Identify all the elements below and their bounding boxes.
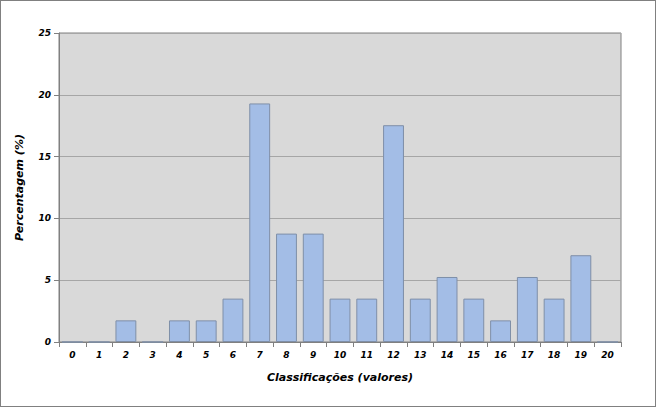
svg-text:16: 16 xyxy=(494,350,507,360)
svg-text:13: 13 xyxy=(414,350,427,360)
svg-text:4: 4 xyxy=(175,350,182,360)
svg-text:Classificações (valores): Classificações (valores) xyxy=(267,371,413,384)
svg-text:12: 12 xyxy=(387,350,400,360)
svg-text:7: 7 xyxy=(257,350,264,360)
svg-text:0: 0 xyxy=(69,350,75,360)
svg-text:Percentagem (%): Percentagem (%) xyxy=(13,134,26,241)
svg-text:0: 0 xyxy=(45,337,51,347)
svg-text:17: 17 xyxy=(521,350,534,360)
svg-text:10: 10 xyxy=(334,350,347,360)
svg-text:18: 18 xyxy=(548,350,561,360)
svg-text:19: 19 xyxy=(575,350,588,360)
svg-text:10: 10 xyxy=(38,213,51,223)
svg-text:15: 15 xyxy=(38,152,51,162)
svg-text:25: 25 xyxy=(38,28,51,38)
svg-text:5: 5 xyxy=(45,275,51,285)
svg-text:3: 3 xyxy=(150,350,156,360)
svg-text:11: 11 xyxy=(360,350,373,360)
svg-text:6: 6 xyxy=(230,350,236,360)
svg-text:20: 20 xyxy=(38,90,51,100)
svg-text:1: 1 xyxy=(96,350,102,360)
svg-text:5: 5 xyxy=(203,350,209,360)
svg-text:2: 2 xyxy=(123,350,129,360)
svg-text:20: 20 xyxy=(601,350,614,360)
svg-text:8: 8 xyxy=(283,350,289,360)
svg-text:15: 15 xyxy=(468,350,481,360)
svg-text:14: 14 xyxy=(441,350,454,360)
svg-text:9: 9 xyxy=(310,350,316,360)
